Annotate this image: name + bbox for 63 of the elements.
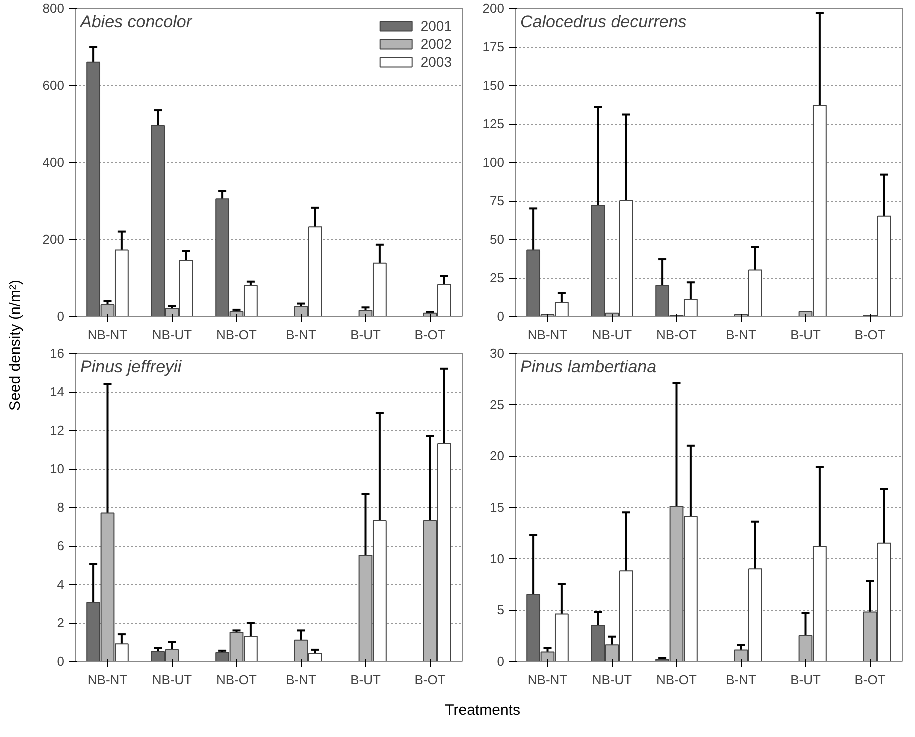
chart-title: Abies concolor: [80, 12, 194, 32]
y-tick-label: 15: [490, 500, 505, 515]
y-tick-label: 4: [57, 577, 65, 592]
y-tick-label: 200: [482, 1, 505, 16]
y-tick-label: 5: [497, 602, 505, 618]
y-tick-label: 30: [490, 346, 505, 361]
x-tick-label: NB-OT: [216, 328, 258, 342]
y-tick-label: 25: [490, 397, 505, 412]
x-tick-label: NB-NT: [88, 672, 128, 688]
y-tick-label: 200: [42, 232, 65, 247]
x-tick-label: NB-UT: [592, 328, 632, 342]
x-tick-label: B-OT: [414, 672, 446, 688]
y-tick-label: 2: [57, 616, 65, 630]
x-tick-label: B-NT: [726, 672, 756, 688]
x-tick-label: B-NT: [286, 672, 316, 688]
y-axis-title: Seed density (n/m²): [7, 280, 24, 411]
chart-title: Calocedrus decurrens: [520, 12, 688, 32]
x-tick-label: B-UT: [790, 328, 821, 342]
legend-label: 2002: [420, 36, 452, 52]
x-tick-label: NB-OT: [216, 672, 258, 688]
y-tick-label: 14: [50, 384, 65, 400]
chart-title: Pinus jeffreyii: [80, 358, 183, 376]
y-tick-label: 175: [482, 40, 505, 54]
x-tick-label: NB-UT: [152, 328, 192, 342]
y-tick-label: 6: [57, 538, 65, 554]
y-tick-label: 800: [42, 1, 65, 16]
chart-title: Pinus lambertiana: [520, 358, 657, 376]
x-axis-title: Treatments: [445, 702, 520, 719]
x-tick-label: NB-NT: [88, 328, 128, 342]
y-tick-label: 10: [490, 551, 505, 566]
x-tick-label: B-OT: [854, 672, 886, 688]
y-tick-label: 0: [57, 654, 65, 669]
x-tick-label: B-UT: [790, 672, 821, 688]
y-tick-label: 100: [482, 155, 505, 170]
legend-label: 2003: [420, 54, 452, 70]
y-tick-label: 50: [490, 232, 505, 247]
x-tick-label: NB-NT: [528, 672, 568, 688]
y-tick-label: 0: [57, 309, 65, 324]
y-tick-label: 16: [50, 346, 65, 361]
y-tick-label: 400: [42, 155, 65, 170]
y-tick-label: 25: [490, 270, 505, 286]
x-tick-label: B-UT: [350, 328, 381, 342]
x-tick-label: B-NT: [726, 328, 756, 342]
y-tick-label: 125: [482, 116, 505, 132]
y-tick-label: 0: [497, 654, 505, 669]
x-tick-label: NB-UT: [152, 672, 192, 688]
y-tick-label: 150: [482, 78, 505, 93]
x-tick-label: NB-NT: [528, 328, 568, 342]
y-tick-label: 600: [42, 78, 65, 93]
x-tick-label: B-OT: [414, 328, 446, 342]
x-tick-label: NB-OT: [656, 328, 698, 342]
x-tick-label: B-OT: [854, 328, 886, 342]
y-tick-label: 10: [50, 462, 65, 476]
x-tick-label: NB-UT: [592, 672, 632, 688]
y-tick-label: 0: [497, 309, 505, 324]
legend-label: 2001: [420, 18, 452, 34]
x-tick-label: NB-OT: [656, 672, 698, 688]
y-tick-label: 12: [50, 423, 65, 438]
y-tick-label: 75: [490, 194, 505, 208]
y-tick-label: 8: [57, 500, 65, 515]
x-tick-label: B-NT: [286, 328, 316, 342]
x-tick-label: B-UT: [350, 672, 381, 688]
y-tick-label: 20: [490, 448, 505, 464]
